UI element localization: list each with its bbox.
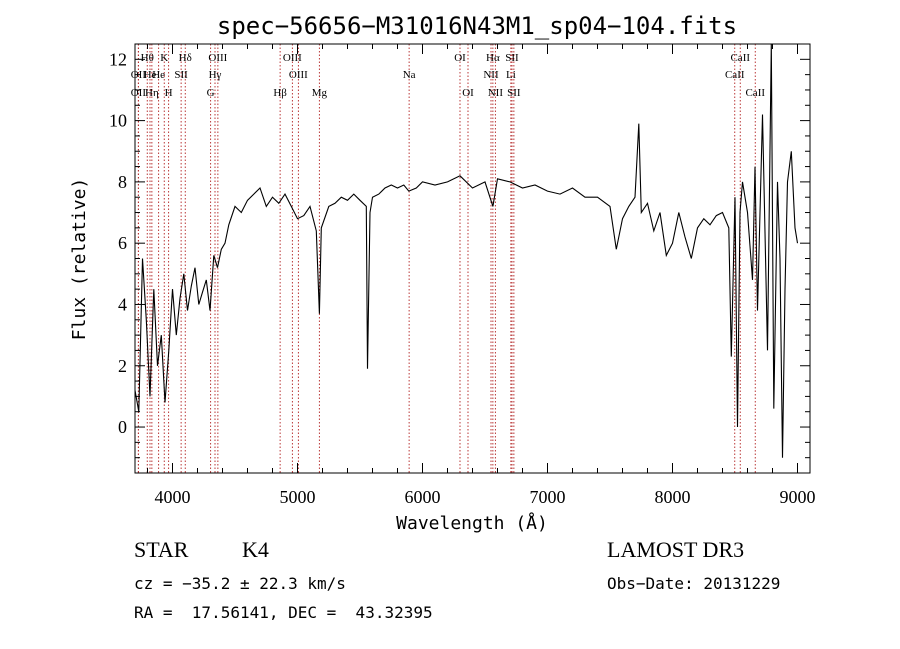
emission-line-label: NII <box>488 87 504 99</box>
emission-line-markers <box>137 44 756 473</box>
x-axis-ticks: 4000 5000 6000 7000 8000 9000 <box>147 44 816 507</box>
x-tick-label: 5000 <box>280 487 316 507</box>
emission-line-label: OI <box>462 87 474 99</box>
x-tick-label: 4000 <box>155 487 191 507</box>
emission-line-label: NII <box>483 69 499 81</box>
emission-line-label: CaII <box>725 69 745 81</box>
emission-line-label: OII <box>131 87 147 99</box>
y-tick-label: 12 <box>109 49 127 69</box>
emission-line-label: CaII <box>730 52 750 64</box>
y-tick-label: 0 <box>118 417 127 437</box>
emission-line-label: Li <box>506 69 516 81</box>
emission-line-label: Na <box>403 69 416 81</box>
chart-title: spec−56656−M31016N43M1_sp04−104.fits <box>217 12 737 40</box>
emission-line-label: He <box>152 69 165 81</box>
emission-line-label: He <box>144 69 157 81</box>
y-tick-label: 10 <box>109 111 127 131</box>
emission-line-label: G <box>207 87 215 99</box>
emission-line-label: Hθ <box>141 52 154 64</box>
redshift-cz: cz = −35.2 ± 22.3 km/s <box>134 574 346 593</box>
emission-line-label: Hγ <box>209 69 222 81</box>
object-class: STAR <box>134 537 189 562</box>
emission-line-label: OI <box>454 52 466 64</box>
ra-dec: RA = 17.56141, DEC = 43.32395 <box>134 603 433 622</box>
emission-line-label: CaII <box>745 87 765 99</box>
emission-line-label: Hη <box>145 87 159 99</box>
emission-line-label: OIII <box>289 69 308 81</box>
plot-frame <box>134 43 811 474</box>
emission-line-label: OIII <box>208 52 227 64</box>
emission-line-label: Hβ <box>273 87 287 99</box>
emission-line-label: K <box>160 52 168 64</box>
emission-line-label: Mg <box>312 87 328 99</box>
emission-line-label: H <box>165 87 173 99</box>
y-axis-label: Flux (relative) <box>69 178 90 341</box>
survey-name: LAMOST DR3 <box>607 537 745 562</box>
x-tick-label: 9000 <box>780 487 816 507</box>
x-tick-label: 6000 <box>405 487 441 507</box>
y-tick-label: 2 <box>118 356 127 376</box>
x-tick-label: 7000 <box>530 487 566 507</box>
x-axis-label: Wavelength (Å) <box>396 512 548 534</box>
emission-line-label: SII <box>507 87 521 99</box>
object-subclass: K4 <box>242 537 269 562</box>
y-tick-label: 6 <box>118 233 127 253</box>
emission-line-label: SII <box>174 69 188 81</box>
spectrum-line <box>134 43 799 458</box>
emission-line-label: Hδ <box>179 52 192 64</box>
y-tick-label: 8 <box>118 172 127 192</box>
emission-line-label: OIII <box>283 52 302 64</box>
emission-line-label: SII <box>505 52 519 64</box>
x-tick-label: 8000 <box>655 487 691 507</box>
y-tick-label: 4 <box>118 294 127 314</box>
obs-date: Obs−Date: 20131229 <box>607 574 781 593</box>
emission-line-label: Hα <box>486 52 500 64</box>
y-axis-ticks: 0 2 4 6 8 10 12 <box>109 49 810 459</box>
